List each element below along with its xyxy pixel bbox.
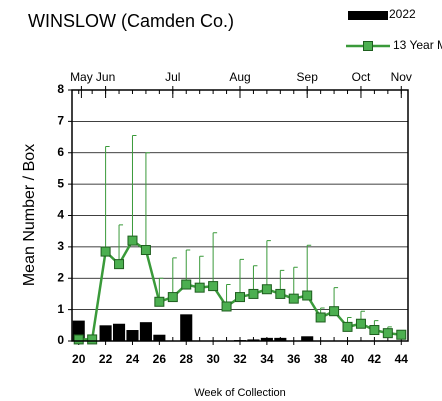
marker [154, 296, 165, 307]
x2-tick-label: May [70, 70, 93, 84]
x-axis-label: Week of Collection [194, 387, 286, 399]
marker [100, 246, 111, 257]
x-tick-label: 40 [341, 352, 355, 366]
bar [301, 336, 314, 341]
error-bar [145, 152, 150, 251]
error-bar [199, 255, 204, 288]
error-bar [266, 240, 271, 290]
marker [221, 301, 232, 312]
marker [396, 329, 407, 340]
error-bar [185, 249, 191, 285]
marker [194, 282, 205, 293]
marker [275, 288, 286, 299]
marker [87, 334, 98, 345]
error-bar [172, 257, 177, 298]
y-tick-label: 4 [57, 208, 64, 222]
bar [274, 337, 287, 341]
marker [167, 292, 178, 303]
marker [342, 321, 353, 332]
x-tick-label: 34 [260, 352, 274, 366]
error-bar [239, 258, 244, 298]
marker [261, 284, 272, 295]
bar [112, 323, 126, 341]
legend-label: 2022 [389, 7, 416, 21]
y-tick-label: 0 [57, 333, 64, 347]
marker [315, 312, 326, 323]
chart-title: WINSLOW (Camden Co.) [28, 11, 234, 31]
y-axis-label: Mean Number / Box [21, 144, 38, 286]
error-bar [306, 244, 312, 296]
bar [180, 314, 193, 341]
legend-swatch [348, 11, 388, 20]
error-bar [212, 232, 218, 287]
y-tick-label: 2 [57, 270, 64, 284]
x-tick-label: 20 [72, 352, 86, 366]
x-tick-label: 24 [126, 352, 140, 366]
bar [126, 330, 139, 341]
marker [288, 293, 299, 304]
error-bar [118, 224, 124, 265]
bar [99, 325, 112, 341]
x-tick-label: 36 [287, 352, 301, 366]
x2-tick-label: Nov [391, 70, 412, 84]
x-tick-label: 30 [206, 352, 220, 366]
marker [235, 292, 245, 303]
x-tick-label: 42 [368, 352, 382, 366]
x2-tick-label: Jun [96, 70, 115, 84]
marker [248, 288, 259, 299]
x-tick-label: 32 [233, 352, 247, 366]
marker [302, 290, 313, 301]
marker [181, 279, 192, 290]
x2-tick-label: Jul [165, 70, 180, 84]
y-tick-label: 7 [57, 114, 64, 128]
marker [114, 259, 125, 270]
x2-tick-label: Oct [352, 70, 371, 84]
y-tick-label: 1 [57, 302, 64, 316]
marker [329, 306, 340, 317]
bar [153, 334, 166, 341]
x2-tick-label: Sep [297, 70, 319, 84]
x-tick-label: 22 [99, 352, 113, 366]
y-tick-label: 3 [57, 239, 64, 253]
bar [260, 337, 273, 341]
x2-tick-label: Aug [229, 70, 250, 84]
marker [73, 334, 84, 345]
y-tick-label: 6 [57, 145, 64, 159]
x-tick-label: 26 [153, 352, 167, 366]
error-bar [131, 134, 137, 241]
marker [140, 245, 151, 256]
x-tick-label: 28 [180, 352, 194, 366]
bar [247, 339, 260, 341]
x-tick-label: 38 [314, 352, 328, 366]
y-tick-label: 8 [57, 82, 64, 96]
bar [139, 322, 152, 341]
marker [127, 235, 138, 246]
marker [208, 281, 219, 292]
legend-label: 13 Year Mean [393, 38, 442, 52]
plot-frame [71, 89, 409, 342]
marker [369, 325, 380, 336]
error-bar [293, 266, 298, 299]
legend-marker [363, 41, 373, 51]
y-tick-label: 5 [57, 176, 64, 190]
x-tick-label: 44 [395, 352, 409, 366]
error-bar [105, 145, 110, 252]
marker [355, 318, 366, 329]
marker [382, 328, 393, 339]
